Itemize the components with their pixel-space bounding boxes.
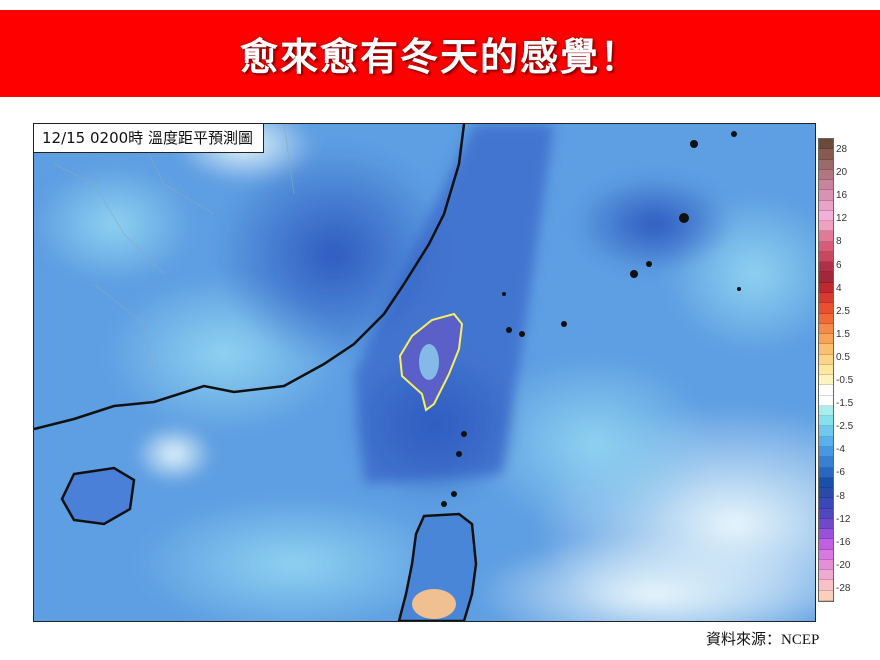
colorbar-swatch <box>819 446 833 458</box>
colorbar-swatch <box>819 498 833 509</box>
colorbar-tick-label: -6 <box>836 467 845 479</box>
colorbar-tick-label: 28 <box>836 144 848 155</box>
colorbar-swatch <box>819 303 833 314</box>
colorbar-swatch <box>819 159 833 170</box>
colorbar-swatch <box>819 508 833 519</box>
colorbar-swatch <box>819 313 833 324</box>
colorbar-swatch <box>819 139 833 150</box>
colorbar-swatch <box>819 241 833 252</box>
colorbar-swatch <box>819 559 833 571</box>
colorbar-swatch <box>819 282 833 293</box>
colorbar-swatch <box>819 405 833 417</box>
colorbar-swatch <box>819 375 833 386</box>
colorbar-swatch <box>819 457 833 468</box>
title-banner: 愈來愈有冬天的感覺！ <box>0 10 880 97</box>
colorbar-tick-label: 2.5 <box>836 305 850 317</box>
colorbar-swatch <box>819 416 833 427</box>
colorbar-swatch <box>819 549 833 560</box>
colorbar-tick-label: 0.5 <box>836 351 850 363</box>
colorbar-swatch <box>819 149 833 160</box>
colorbar-legend <box>818 138 834 602</box>
colorbar-tick-label: -2.5 <box>836 421 854 433</box>
colorbar-tick-label: 4 <box>836 282 842 294</box>
colorbar-tick-label: -12 <box>836 513 851 525</box>
colorbar-tick-label: 12 <box>836 213 848 225</box>
colorbar-swatch <box>819 518 833 530</box>
colorbar-swatch <box>819 210 833 222</box>
colorbar-swatch <box>819 251 833 263</box>
colorbar-swatch <box>819 364 833 376</box>
colorbar-tick-label: -1.5 <box>836 398 854 410</box>
colorbar-swatch <box>819 292 833 304</box>
banner-title: 愈來愈有冬天的感覺！ <box>239 35 640 79</box>
colorbar-swatch <box>819 180 833 191</box>
colorbar-tick-label: 16 <box>836 190 848 202</box>
colorbar-swatch <box>819 169 833 181</box>
colorbar-swatch <box>819 570 833 581</box>
colorbar-swatch <box>819 354 833 365</box>
colorbar-tick-label: -8 <box>836 490 845 502</box>
map-canvas <box>34 124 815 621</box>
colorbar-tick-label: -16 <box>836 536 851 548</box>
colorbar-tick-label: -28 <box>836 582 851 594</box>
colorbar-swatch <box>819 477 833 489</box>
colorbar-tick-label: 20 <box>836 167 848 179</box>
colorbar-swatch <box>819 488 833 499</box>
colorbar-tick-label: 8 <box>836 236 842 248</box>
province-borders <box>53 124 295 375</box>
colorbar-swatch <box>819 272 833 283</box>
colorbar-swatch <box>819 436 833 447</box>
colorbar-swatch <box>819 395 833 406</box>
hainan-island <box>60 466 136 526</box>
colorbar-tick-label: 1.5 <box>836 328 850 340</box>
temperature-anomaly-map: 12/15 0200時 溫度距平預測圖 <box>33 123 816 622</box>
colorbar-tick-label: 6 <box>836 259 842 271</box>
colorbar-swatch <box>819 385 833 396</box>
colorbar-swatch <box>819 580 833 591</box>
colorbar-swatch <box>819 539 833 550</box>
colorbar-swatch <box>819 529 833 540</box>
colorbar-tick-label: -4 <box>836 444 845 456</box>
ryukyu-islands <box>441 131 741 507</box>
colorbar-swatch <box>819 323 833 335</box>
colorbar-swatch <box>819 344 833 355</box>
colorbar-swatch <box>819 590 833 601</box>
map-caption: 12/15 0200時 溫度距平預測圖 <box>34 124 264 153</box>
colorbar-swatch <box>819 262 833 273</box>
colorbar-swatch <box>819 334 833 345</box>
colorbar-swatch <box>819 200 833 211</box>
anomaly-shading <box>34 124 815 621</box>
colorbar-swatch <box>819 426 833 437</box>
colorbar-swatch <box>819 467 833 478</box>
colorbar-swatch <box>819 221 833 232</box>
colorbar-swatch <box>819 190 833 201</box>
colorbar-swatch <box>819 231 833 242</box>
china-coastline <box>34 124 466 431</box>
colorbar-tick-label: -20 <box>836 559 851 571</box>
colorbar-tick-label: -0.5 <box>836 375 854 386</box>
data-source: 資料來源：NCEP <box>706 632 820 648</box>
